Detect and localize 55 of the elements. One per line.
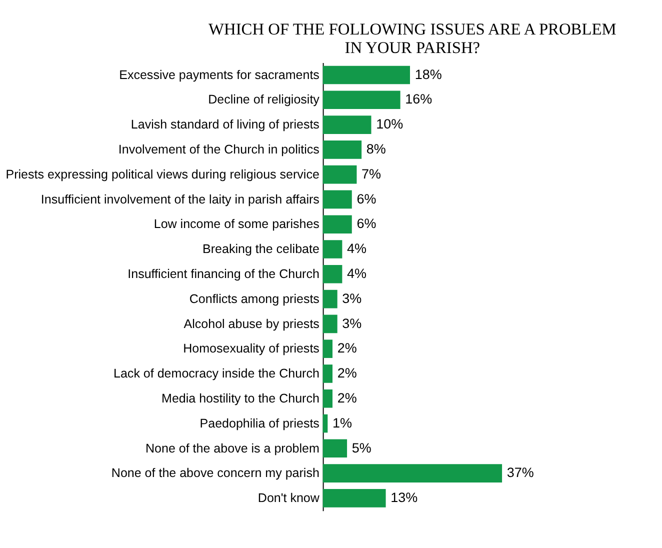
data-label: 4%: [347, 241, 367, 256]
data-label: 3%: [342, 316, 362, 331]
data-label: 16%: [405, 92, 432, 107]
data-label: 6%: [356, 216, 376, 232]
y-tick-label: Insufficient involvement of the laity in parish affairs: [40, 192, 320, 206]
data-label: 18%: [414, 66, 442, 82]
y-tick-label: Don't know: [258, 491, 320, 506]
bar: [322, 264, 342, 284]
bar: [322, 140, 362, 159]
data-label: 2%: [337, 340, 357, 356]
bar: [322, 489, 386, 508]
bar: [322, 414, 328, 433]
y-tick-label: Media hostility to the Church: [162, 391, 320, 406]
y-tick-label: Paedophilia of priests: [200, 416, 320, 430]
bar: [322, 314, 338, 334]
y-tick-label: None of the above is a problem: [146, 441, 320, 456]
bar: [322, 66, 410, 84]
data-label: 8%: [366, 142, 386, 157]
y-tick-label: None of the above concern my parish: [111, 466, 320, 480]
y-tick-label: Insufficient financing of the Church: [128, 267, 320, 281]
bar: [322, 190, 352, 209]
data-label: 10%: [376, 116, 404, 132]
y-tick-label: Homosexuality of priests: [183, 342, 320, 356]
y-tick-label: Involvement of the Church in politics: [118, 142, 320, 157]
y-tick-label: Conflicts among priests: [189, 292, 320, 306]
y-tick-label: Priests expressing political views during religious service: [6, 167, 320, 182]
bar: [322, 290, 338, 308]
y-tick-label: Excessive payments for sacraments: [119, 68, 320, 82]
y-tick-label: Lavish standard of living of priests: [130, 118, 320, 132]
bar: [322, 340, 332, 358]
data-label: 1%: [332, 415, 352, 430]
bar: [322, 116, 372, 134]
data-label: 2%: [337, 366, 357, 381]
data-label: 13%: [390, 490, 418, 506]
bar: [322, 240, 342, 258]
chart-title: WHICH OF THE FOLLOWING ISSUES ARE A PROBLEM IN YOUR PARISH?: [208, 20, 617, 57]
y-tick-label: Decline of religiosity: [208, 92, 320, 107]
data-label: 5%: [352, 440, 372, 456]
data-label: 4%: [347, 266, 367, 281]
y-tick-label: Alcohol abuse by priests: [184, 316, 320, 331]
bar: [322, 364, 332, 383]
y-tick-label: Low income of some parishes: [154, 217, 320, 232]
bar: [322, 165, 357, 184]
bar: [322, 439, 348, 458]
data-label: 37%: [506, 465, 534, 480]
bar: [322, 464, 502, 482]
y-tick-label: Lack of democracy inside the Church: [114, 366, 320, 381]
bar: [322, 389, 332, 408]
data-label: 3%: [342, 290, 362, 306]
data-label: 7%: [362, 166, 382, 182]
bar: [322, 215, 352, 234]
y-tick-label: Breaking the celibate: [202, 242, 320, 256]
bar: [322, 90, 400, 110]
data-label: 6%: [356, 191, 376, 206]
data-label: 2%: [337, 390, 357, 406]
